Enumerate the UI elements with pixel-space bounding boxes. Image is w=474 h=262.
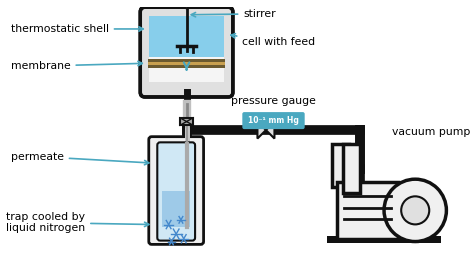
FancyBboxPatch shape (149, 137, 203, 244)
Bar (162, 192, 191, 227)
Text: vacuum pump: vacuum pump (392, 127, 471, 137)
Bar (180, 118, 193, 125)
Bar (332, 144, 349, 187)
Bar (337, 182, 398, 239)
Polygon shape (266, 122, 274, 139)
Bar (149, 16, 224, 57)
Bar (344, 144, 360, 193)
Text: membrane: membrane (11, 61, 142, 71)
Bar (149, 57, 224, 81)
Bar (152, 139, 201, 242)
Circle shape (183, 1, 191, 8)
Bar (148, 65, 225, 68)
Text: cell with feed: cell with feed (231, 34, 315, 47)
FancyBboxPatch shape (242, 112, 305, 129)
Text: permeate: permeate (11, 151, 149, 165)
FancyBboxPatch shape (140, 7, 233, 97)
Text: stirrer: stirrer (191, 9, 276, 19)
Polygon shape (257, 122, 266, 139)
Bar (328, 236, 441, 243)
Circle shape (384, 179, 447, 242)
Bar (148, 62, 225, 65)
Circle shape (401, 196, 429, 224)
Text: trap cooled by
liquid nitrogen: trap cooled by liquid nitrogen (6, 212, 149, 233)
Text: pressure gauge: pressure gauge (231, 96, 316, 106)
FancyBboxPatch shape (157, 142, 195, 241)
Bar (148, 58, 225, 62)
Text: thermostatic shell: thermostatic shell (11, 24, 143, 34)
Text: 10⁻¹ mm Hg: 10⁻¹ mm Hg (248, 116, 299, 125)
